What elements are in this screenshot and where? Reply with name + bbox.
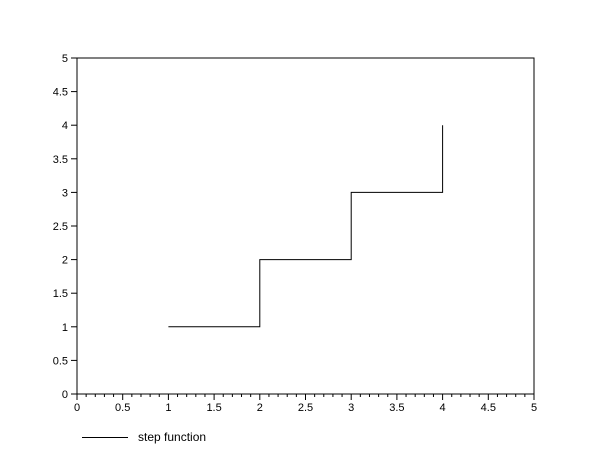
x-tick-label: 1.5 [206, 402, 221, 414]
y-tick-label: 2.5 [53, 221, 68, 233]
y-tick-label: 3 [62, 187, 68, 199]
x-tick-label: 5 [531, 402, 537, 414]
y-tick-label: 1.5 [53, 288, 68, 300]
x-tick-label: 3.5 [389, 402, 404, 414]
legend: step function [82, 430, 206, 444]
plot-box [76, 57, 535, 395]
y-tick-label: 3.5 [53, 154, 68, 166]
x-axis-minor-ticks [85, 394, 526, 397]
x-tick-label: 0 [74, 402, 80, 414]
legend-label: step function [138, 430, 207, 444]
x-axis-major-ticks: 0 0.5 1 1.5 2 2.5 3 3.5 4 4.5 5 [74, 394, 537, 414]
x-tick-label: 3 [348, 402, 354, 414]
y-tick-label: 4 [62, 120, 68, 132]
y-tick-label: 0.5 [53, 355, 68, 367]
y-tick-label: 1 [62, 322, 68, 334]
x-tick-label: 2 [257, 402, 263, 414]
x-tick-label: 4.5 [481, 402, 496, 414]
y-tick-label: 0 [62, 389, 68, 401]
legend-line-sample [82, 436, 128, 438]
y-tick-label: 4.5 [53, 87, 68, 99]
y-tick-label: 5 [62, 53, 68, 65]
step-function-line [168, 125, 444, 328]
axes: 0 0.5 1 1.5 2 2.5 3 3.5 4 4.5 5 0 0.5 1 1.5 2 2.5 3 3.5 4 4.… [53, 53, 537, 414]
x-tick-label: 1 [165, 402, 171, 414]
step-line-series [168, 125, 444, 328]
x-tick-label: 0.5 [115, 402, 130, 414]
x-tick-label: 2.5 [298, 402, 313, 414]
y-axis-major-ticks: 0 0.5 1 1.5 2 2.5 3 3.5 4 4.5 5 [53, 53, 77, 401]
y-tick-label: 2 [62, 255, 68, 267]
x-tick-label: 4 [440, 402, 446, 414]
